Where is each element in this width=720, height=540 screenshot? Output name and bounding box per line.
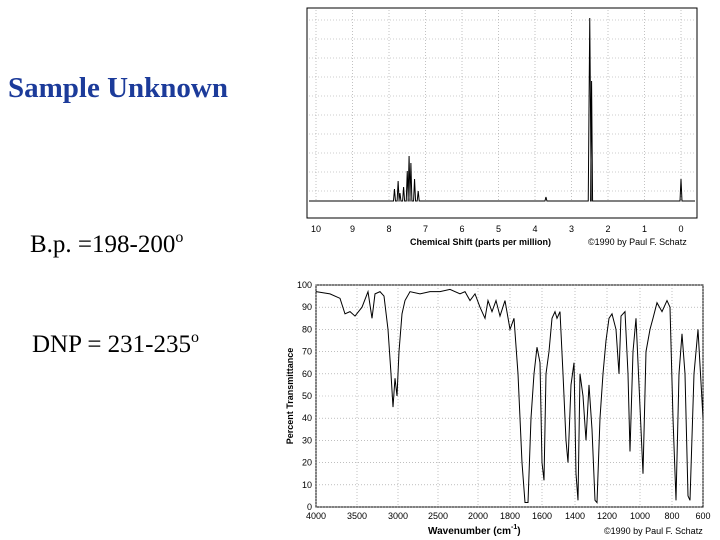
ir-x-tick-label: 600	[695, 511, 710, 521]
ir-x-tick-label: 800	[664, 511, 679, 521]
nmr-x-tick-label: 9	[350, 224, 355, 234]
ir-y-tick-label: 100	[297, 280, 312, 290]
ir-x-tick-label: 4000	[306, 511, 326, 521]
nmr-x-tick-label: 0	[678, 224, 683, 234]
nmr-x-tick-label: 10	[311, 224, 321, 234]
dnp: DNP = 231-235o	[32, 329, 199, 358]
nmr-x-label: Chemical Shift (parts per million)	[410, 237, 551, 247]
nmr-x-tick-label: 8	[386, 224, 391, 234]
ir-x-label: Wavenumber (cm-1)	[428, 524, 521, 537]
ir-x-tick-label: 2500	[428, 511, 448, 521]
dnp-sup: o	[191, 329, 199, 346]
ir-x-tick-label: 1000	[630, 511, 650, 521]
bp-sup: o	[175, 229, 183, 246]
boiling-point: B.p. =198-200o	[30, 229, 183, 258]
ir-x-tick-label: 2000	[468, 511, 488, 521]
nmr-x-tick-label: 4	[532, 224, 537, 234]
bp-text: B.p. =198-200	[30, 231, 175, 258]
ir-y-tick-label: 10	[302, 480, 312, 490]
ir-y-tick-label: 90	[302, 302, 312, 312]
ir-y-tick-label: 70	[302, 347, 312, 357]
ir-y-tick-label: 30	[302, 435, 312, 445]
ir-x-tick-label: 3000	[388, 511, 408, 521]
ir-x-label-main: Wavenumber (cm	[428, 526, 511, 537]
nmr-x-tick-label: 5	[496, 224, 501, 234]
ir-x-tick-label: 1600	[532, 511, 552, 521]
title: Sample Unknown	[8, 72, 228, 104]
nmr-x-tick-label: 3	[569, 224, 574, 234]
ir-x-tick-label: 1800	[500, 511, 520, 521]
nmr-trace	[309, 17, 695, 202]
ir-x-tick-label: 3500	[347, 511, 367, 521]
ir-y-tick-label: 80	[302, 324, 312, 334]
ir-y-label: Percent Transmittance	[285, 348, 295, 445]
ir-x-label-sup: -1	[511, 524, 517, 531]
nmr-x-tick-label: 6	[459, 224, 464, 234]
ir-y-tick-label: 20	[302, 458, 312, 468]
nmr-x-tick-label: 7	[423, 224, 428, 234]
ir-x-label-end: )	[517, 526, 520, 537]
ir-x-tick-label: 1400	[565, 511, 585, 521]
dnp-text: DNP = 231-235	[32, 331, 191, 358]
ir-y-tick-label: 0	[307, 502, 312, 512]
ir-trace	[315, 288, 704, 504]
nmr-frame	[306, 7, 698, 219]
nmr-copyright: ©1990 by Paul F. Schatz	[588, 237, 687, 247]
ir-y-tick-label: 60	[302, 369, 312, 379]
ir-y-tick-label: 50	[302, 391, 312, 401]
ir-x-tick-label: 1200	[597, 511, 617, 521]
nmr-x-tick-label: 2	[605, 224, 610, 234]
ir-copyright: ©1990 by Paul F. Schatz	[604, 526, 703, 536]
nmr-x-tick-label: 1	[642, 224, 647, 234]
ir-y-tick-label: 40	[302, 413, 312, 423]
